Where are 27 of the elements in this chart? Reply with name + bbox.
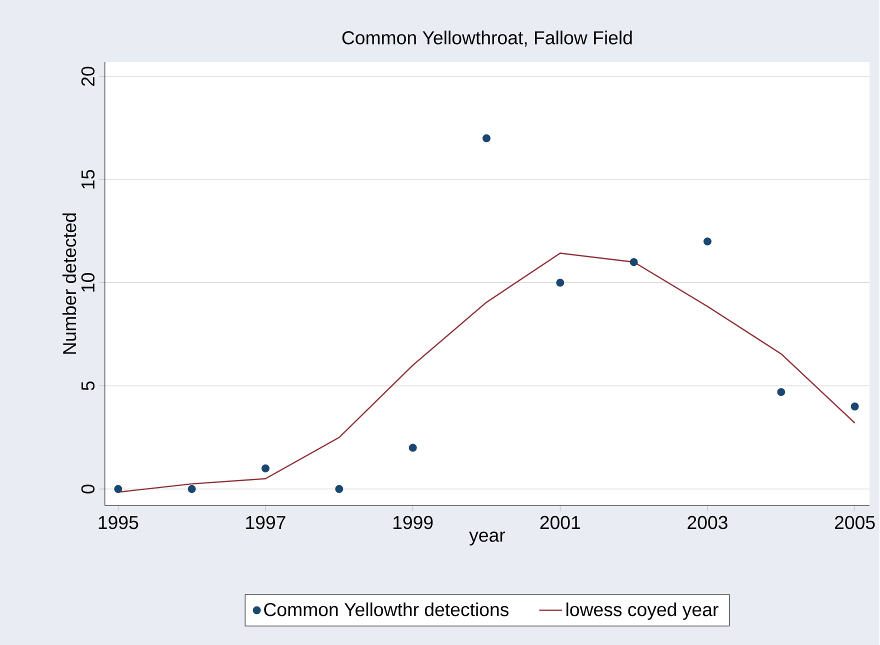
y-axis-title: Number detected — [62, 213, 76, 354]
point — [408, 444, 417, 452]
point — [777, 388, 786, 396]
y-tick-label: 0 — [81, 484, 95, 494]
chart-title: Common Yellowthroat, Fallow Field — [342, 30, 632, 46]
legend-label: Common Yellowthr detections — [264, 602, 509, 616]
point — [188, 484, 196, 493]
y-tick-label: 10 — [81, 272, 95, 292]
point — [850, 402, 859, 410]
legend-label: lowess coyed year — [566, 602, 718, 620]
x-tick-label: 1999 — [394, 516, 433, 529]
point — [630, 258, 638, 266]
point — [703, 237, 712, 246]
x-tick-label: 2003 — [688, 516, 728, 529]
x-tick-label: 2001 — [540, 516, 580, 529]
point — [556, 278, 564, 287]
y-tick-label: 15 — [82, 170, 95, 188]
y-tick-label: 20 — [81, 66, 95, 86]
point — [482, 134, 490, 142]
y-tick-label: 5 — [82, 381, 95, 390]
x-tick-label: 2005 — [835, 516, 875, 529]
point — [262, 464, 270, 472]
x-tick-label: 1997 — [246, 516, 286, 529]
point — [114, 484, 122, 493]
x-axis-title: year — [469, 531, 506, 546]
point — [335, 484, 344, 493]
x-tick-label: 1995 — [98, 516, 138, 529]
